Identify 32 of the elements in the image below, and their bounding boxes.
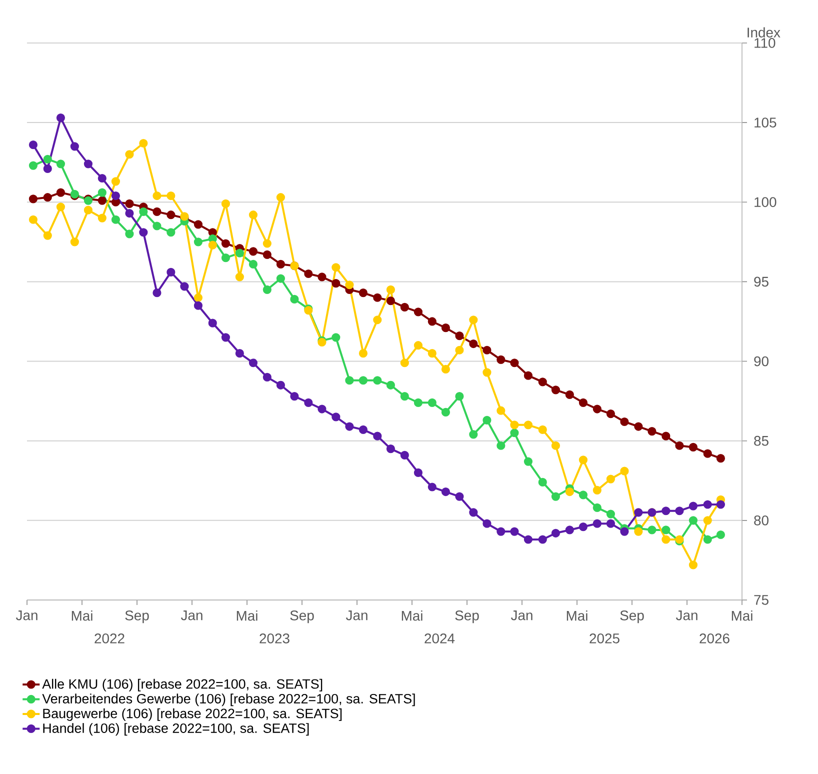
x-tick-label: Mai: [72, 610, 92, 621]
text: 2024: [424, 633, 455, 644]
text: 2026: [700, 633, 730, 644]
text: 2023: [260, 633, 290, 644]
text: 2022: [94, 633, 124, 644]
x-tick-label: Jan: [510, 610, 532, 620]
y-tick-label: 110: [754, 38, 776, 48]
y-tick-label: 100: [754, 197, 776, 208]
x-tick-label: Jan: [346, 610, 368, 620]
text: 2025: [590, 633, 620, 644]
x-tick-label: Sep: [290, 610, 314, 624]
y-tick-label: 85: [754, 436, 768, 446]
x-tick-label: Sep: [455, 610, 479, 624]
y-tick-label: 75: [754, 595, 768, 605]
x-tick-label: Mai: [732, 610, 752, 621]
legend-label: Alle KMU (106) [rebase 2022=100, sa. SEATS]: [42, 678, 322, 692]
y-tick-label: 95: [754, 276, 768, 287]
x-tick-label: Mai: [402, 610, 422, 621]
legend-label: Verarbeitendes Gewerbe (106) [rebase 2022=100, sa. SEATS]: [42, 694, 415, 706]
x-tick-label: Jan: [16, 610, 38, 620]
x-tick-label: Mai: [236, 610, 258, 621]
x-tick-label: Sep: [620, 610, 644, 624]
x-tick-label: Sep: [125, 610, 149, 624]
y-axis-title: Index: [748, 27, 780, 38]
legend-label: Handel (106) [rebase 2022=100, sa. SEATS]: [43, 723, 309, 736]
x-tick-label: Jan: [180, 610, 202, 620]
y-tick-label: 105: [754, 118, 776, 128]
y-tick-label: 80: [754, 515, 768, 526]
x-tick-label: Mai: [566, 610, 588, 621]
y-tick-label: 90: [754, 356, 768, 366]
x-tick-label: Jan: [676, 610, 698, 620]
legend-label: Baugewerbe (106) [rebase 2022=100, sa. SEATS]: [43, 708, 342, 721]
